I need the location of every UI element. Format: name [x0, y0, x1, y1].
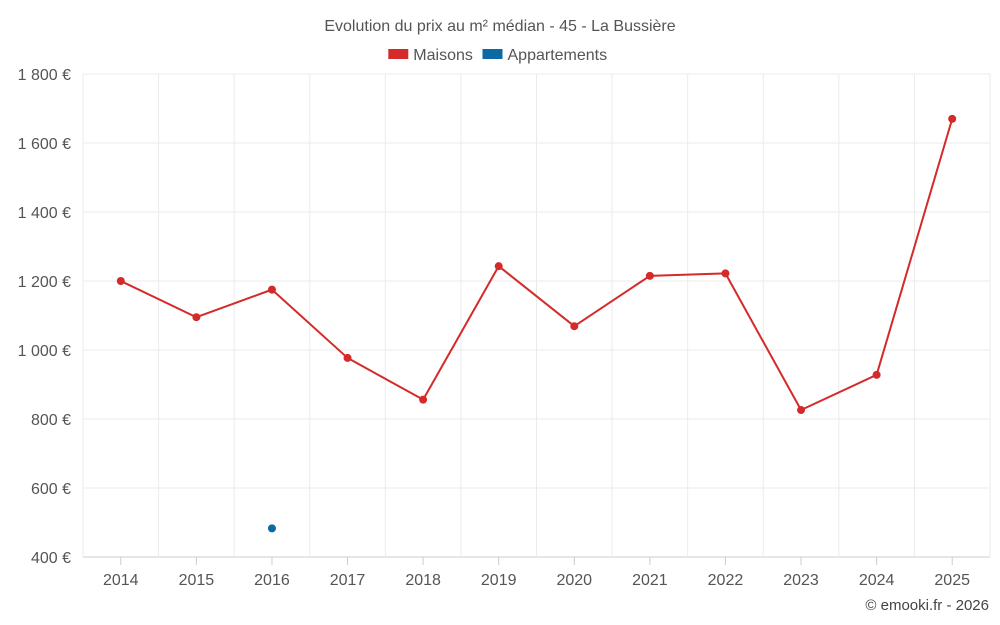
x-tick-label: 2024 [859, 572, 895, 589]
data-point-maisons [343, 353, 352, 362]
data-point-maisons [267, 285, 276, 294]
data-point-maisons [419, 395, 428, 404]
data-point-maisons [192, 313, 201, 322]
x-tick-label: 2023 [783, 572, 819, 589]
legend-label: Appartements [508, 47, 608, 64]
x-tick-label: 2019 [481, 572, 517, 589]
x-tick-label: 2025 [934, 572, 970, 589]
y-tick-label: 1 400 € [18, 205, 71, 222]
legend-label: Maisons [413, 47, 473, 64]
data-point-maisons [797, 406, 806, 415]
data-point-maisons [116, 277, 125, 285]
x-tick-label: 2020 [556, 572, 592, 589]
credit-text: © emooki.fr - 2026 [865, 597, 989, 614]
legend-swatch [388, 49, 409, 59]
legend-swatch [482, 49, 503, 59]
data-point-maisons [872, 370, 881, 379]
legend-item-appartements[interactable]: Appartements [482, 47, 608, 64]
chart-title: Evolution du prix au m² médian - 45 - La… [324, 18, 675, 35]
series-maisons [116, 114, 957, 415]
y-tick-label: 1 600 € [18, 136, 71, 153]
x-axis: 2014 2015 2016 2017 2018 2019 2020 2021 2022 2023… [103, 557, 970, 589]
data-point-maisons [570, 322, 579, 331]
legend-item-maisons[interactable]: Maisons [388, 47, 473, 64]
y-tick-label: 1 200 € [18, 274, 71, 291]
x-tick-label: 2015 [179, 572, 215, 589]
series-appartements [267, 524, 276, 533]
x-tick-label: 2021 [632, 572, 668, 589]
y-tick-label: 600 € [31, 481, 71, 498]
data-point-maisons [645, 271, 654, 280]
data-point-maisons [721, 269, 730, 278]
series-line-maisons [120, 118, 954, 412]
x-tick-label: 2017 [330, 572, 366, 589]
y-tick-label: 1 000 € [18, 343, 71, 360]
y-axis: 400 € 600 € 800 € 1 000 € 1 200 € 1 400 € 1 60… [18, 67, 71, 567]
series-layer [116, 114, 957, 533]
y-tick-label: 800 € [31, 412, 71, 429]
x-tick-label: 2016 [254, 572, 290, 589]
y-tick-label: 400 € [31, 550, 71, 567]
x-tick-label: 2014 [103, 572, 139, 589]
data-point-appartements [267, 524, 276, 533]
legend: Maisons Appartements [388, 47, 607, 64]
data-point-maisons [948, 114, 957, 123]
y-tick-label: 1 800 € [18, 67, 71, 84]
x-tick-label: 2018 [405, 572, 441, 589]
grid [82, 73, 991, 558]
data-point-maisons [494, 262, 503, 271]
x-tick-label: 2022 [708, 572, 744, 589]
